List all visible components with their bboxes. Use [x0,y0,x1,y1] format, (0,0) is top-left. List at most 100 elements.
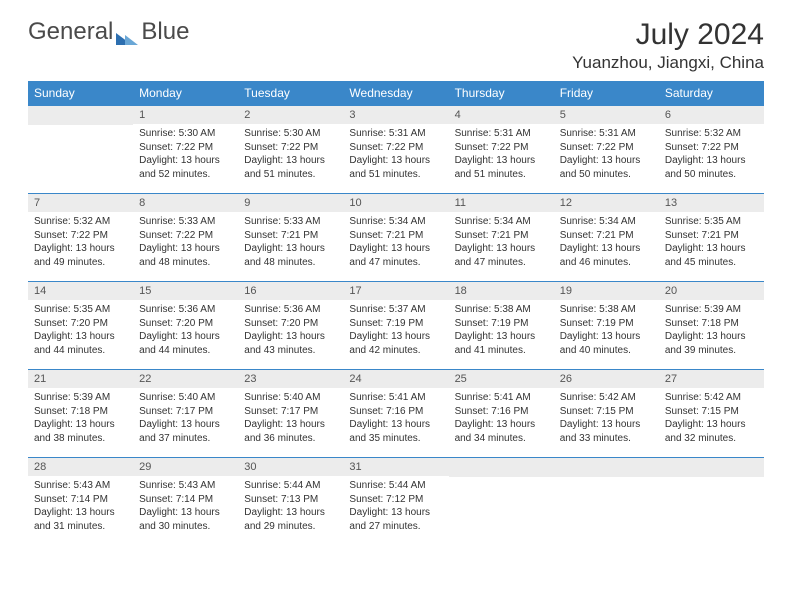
day-number: 29 [133,457,238,476]
day-details: Sunrise: 5:33 AMSunset: 7:22 PMDaylight:… [133,212,238,275]
day-details: Sunrise: 5:30 AMSunset: 7:22 PMDaylight:… [238,124,343,187]
day-number-empty [659,457,764,477]
day-details: Sunrise: 5:39 AMSunset: 7:18 PMDaylight:… [28,388,133,451]
calendar-cell: 12Sunrise: 5:34 AMSunset: 7:21 PMDayligh… [554,193,659,281]
logo-triangle-icon [116,24,138,40]
calendar-cell [659,457,764,545]
day-number-empty [449,457,554,477]
calendar-cell: 17Sunrise: 5:37 AMSunset: 7:19 PMDayligh… [343,281,448,369]
calendar-cell: 22Sunrise: 5:40 AMSunset: 7:17 PMDayligh… [133,369,238,457]
day-details: Sunrise: 5:30 AMSunset: 7:22 PMDaylight:… [133,124,238,187]
day-number: 2 [238,105,343,124]
weekday-header: Monday [133,81,238,105]
calendar-cell [554,457,659,545]
day-number: 3 [343,105,448,124]
day-number: 18 [449,281,554,300]
day-details: Sunrise: 5:39 AMSunset: 7:18 PMDaylight:… [659,300,764,363]
day-number: 5 [554,105,659,124]
weekday-header-row: SundayMondayTuesdayWednesdayThursdayFrid… [28,81,764,105]
day-number: 20 [659,281,764,300]
day-number: 10 [343,193,448,212]
day-number: 9 [238,193,343,212]
day-number-empty [28,105,133,125]
calendar-table: SundayMondayTuesdayWednesdayThursdayFrid… [28,81,764,545]
day-number: 23 [238,369,343,388]
logo-word-2: Blue [141,18,189,46]
day-details: Sunrise: 5:34 AMSunset: 7:21 PMDaylight:… [554,212,659,275]
day-details: Sunrise: 5:34 AMSunset: 7:21 PMDaylight:… [343,212,448,275]
day-number: 27 [659,369,764,388]
weekday-header: Saturday [659,81,764,105]
day-number: 16 [238,281,343,300]
day-details: Sunrise: 5:34 AMSunset: 7:21 PMDaylight:… [449,212,554,275]
weekday-header: Friday [554,81,659,105]
day-number: 11 [449,193,554,212]
day-number: 7 [28,193,133,212]
day-details: Sunrise: 5:38 AMSunset: 7:19 PMDaylight:… [449,300,554,363]
calendar-cell: 1Sunrise: 5:30 AMSunset: 7:22 PMDaylight… [133,105,238,193]
calendar-cell: 11Sunrise: 5:34 AMSunset: 7:21 PMDayligh… [449,193,554,281]
day-details: Sunrise: 5:41 AMSunset: 7:16 PMDaylight:… [449,388,554,451]
month-title: July 2024 [572,18,764,51]
day-details: Sunrise: 5:31 AMSunset: 7:22 PMDaylight:… [343,124,448,187]
weekday-header: Thursday [449,81,554,105]
calendar-cell [28,105,133,193]
calendar-cell: 8Sunrise: 5:33 AMSunset: 7:22 PMDaylight… [133,193,238,281]
day-number: 1 [133,105,238,124]
weekday-header: Sunday [28,81,133,105]
day-details: Sunrise: 5:43 AMSunset: 7:14 PMDaylight:… [28,476,133,539]
day-details: Sunrise: 5:41 AMSunset: 7:16 PMDaylight:… [343,388,448,451]
day-number: 25 [449,369,554,388]
day-number: 19 [554,281,659,300]
calendar-cell: 21Sunrise: 5:39 AMSunset: 7:18 PMDayligh… [28,369,133,457]
day-details: Sunrise: 5:36 AMSunset: 7:20 PMDaylight:… [238,300,343,363]
day-details: Sunrise: 5:36 AMSunset: 7:20 PMDaylight:… [133,300,238,363]
calendar-cell [449,457,554,545]
day-number: 15 [133,281,238,300]
day-number: 28 [28,457,133,476]
calendar-cell: 3Sunrise: 5:31 AMSunset: 7:22 PMDaylight… [343,105,448,193]
day-number: 6 [659,105,764,124]
calendar-cell: 31Sunrise: 5:44 AMSunset: 7:12 PMDayligh… [343,457,448,545]
calendar-cell: 23Sunrise: 5:40 AMSunset: 7:17 PMDayligh… [238,369,343,457]
calendar-cell: 4Sunrise: 5:31 AMSunset: 7:22 PMDaylight… [449,105,554,193]
day-details: Sunrise: 5:31 AMSunset: 7:22 PMDaylight:… [449,124,554,187]
calendar-cell: 5Sunrise: 5:31 AMSunset: 7:22 PMDaylight… [554,105,659,193]
day-details: Sunrise: 5:44 AMSunset: 7:12 PMDaylight:… [343,476,448,539]
header: General Blue July 2024 Yuanzhou, Jiangxi… [28,18,764,73]
calendar-cell: 15Sunrise: 5:36 AMSunset: 7:20 PMDayligh… [133,281,238,369]
calendar-cell: 25Sunrise: 5:41 AMSunset: 7:16 PMDayligh… [449,369,554,457]
day-details: Sunrise: 5:38 AMSunset: 7:19 PMDaylight:… [554,300,659,363]
day-details: Sunrise: 5:32 AMSunset: 7:22 PMDaylight:… [659,124,764,187]
day-details: Sunrise: 5:40 AMSunset: 7:17 PMDaylight:… [133,388,238,451]
title-block: July 2024 Yuanzhou, Jiangxi, China [572,18,764,73]
day-number-empty [554,457,659,477]
calendar-cell: 27Sunrise: 5:42 AMSunset: 7:15 PMDayligh… [659,369,764,457]
day-details: Sunrise: 5:35 AMSunset: 7:21 PMDaylight:… [659,212,764,275]
day-details: Sunrise: 5:44 AMSunset: 7:13 PMDaylight:… [238,476,343,539]
calendar-cell: 9Sunrise: 5:33 AMSunset: 7:21 PMDaylight… [238,193,343,281]
day-details: Sunrise: 5:43 AMSunset: 7:14 PMDaylight:… [133,476,238,539]
day-details: Sunrise: 5:32 AMSunset: 7:22 PMDaylight:… [28,212,133,275]
calendar-row: 14Sunrise: 5:35 AMSunset: 7:20 PMDayligh… [28,281,764,369]
calendar-cell: 19Sunrise: 5:38 AMSunset: 7:19 PMDayligh… [554,281,659,369]
day-number: 17 [343,281,448,300]
day-number: 30 [238,457,343,476]
day-number: 12 [554,193,659,212]
calendar-row: 7Sunrise: 5:32 AMSunset: 7:22 PMDaylight… [28,193,764,281]
calendar-cell: 16Sunrise: 5:36 AMSunset: 7:20 PMDayligh… [238,281,343,369]
weekday-header: Tuesday [238,81,343,105]
calendar-cell: 6Sunrise: 5:32 AMSunset: 7:22 PMDaylight… [659,105,764,193]
calendar-cell: 30Sunrise: 5:44 AMSunset: 7:13 PMDayligh… [238,457,343,545]
day-details: Sunrise: 5:31 AMSunset: 7:22 PMDaylight:… [554,124,659,187]
calendar-cell: 29Sunrise: 5:43 AMSunset: 7:14 PMDayligh… [133,457,238,545]
day-details: Sunrise: 5:42 AMSunset: 7:15 PMDaylight:… [554,388,659,451]
calendar-row: 28Sunrise: 5:43 AMSunset: 7:14 PMDayligh… [28,457,764,545]
day-details: Sunrise: 5:40 AMSunset: 7:17 PMDaylight:… [238,388,343,451]
calendar-body: 1Sunrise: 5:30 AMSunset: 7:22 PMDaylight… [28,105,764,545]
calendar-cell: 7Sunrise: 5:32 AMSunset: 7:22 PMDaylight… [28,193,133,281]
calendar-cell: 2Sunrise: 5:30 AMSunset: 7:22 PMDaylight… [238,105,343,193]
calendar-cell: 28Sunrise: 5:43 AMSunset: 7:14 PMDayligh… [28,457,133,545]
day-number: 22 [133,369,238,388]
day-number: 26 [554,369,659,388]
